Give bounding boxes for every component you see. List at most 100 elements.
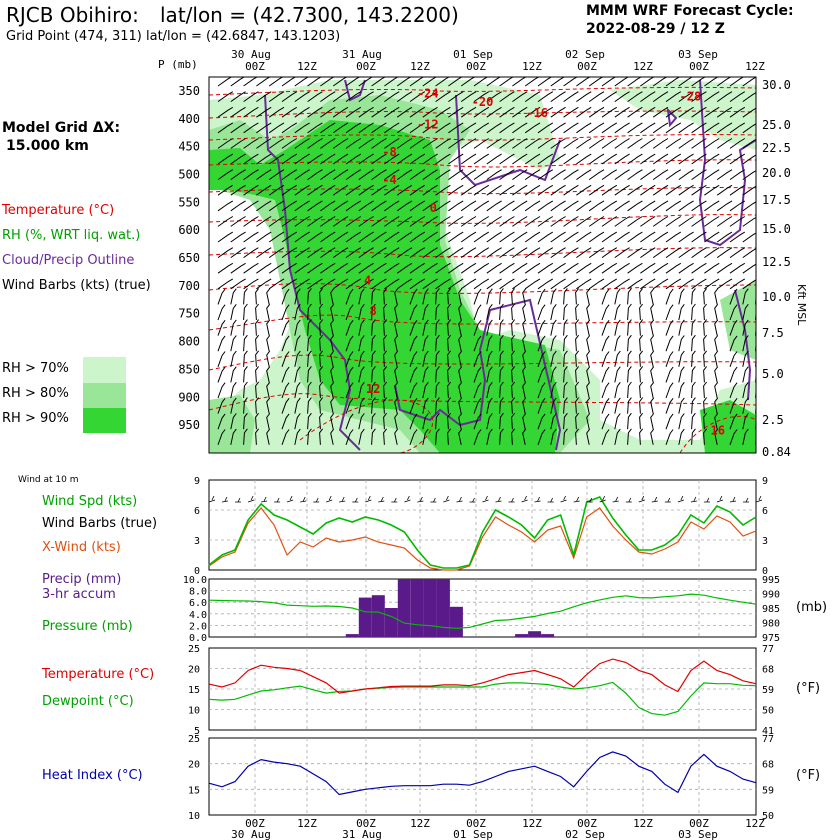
wind-barb xyxy=(499,381,504,399)
wind-barb xyxy=(563,200,579,212)
heat-ytick-c: 20 xyxy=(188,760,200,771)
wind-barb xyxy=(396,216,413,227)
wind-barb xyxy=(307,319,312,336)
wind-barb xyxy=(486,335,493,352)
wind-barb xyxy=(358,262,374,274)
pressure-ytick: 995 xyxy=(762,575,780,586)
wind-barb xyxy=(281,231,298,243)
wind-barb xyxy=(678,350,685,367)
wind-barb xyxy=(524,262,541,274)
wind-barb xyxy=(256,200,272,212)
wind-barb xyxy=(447,334,451,352)
wind-barb xyxy=(499,122,515,134)
wind-barb xyxy=(563,278,579,290)
wind-barb xyxy=(563,319,568,336)
wind-barb xyxy=(704,169,720,181)
wind-barb xyxy=(665,351,674,367)
wind-barb xyxy=(665,288,674,305)
wind-barb xyxy=(345,216,362,227)
wind-barb xyxy=(345,304,354,321)
wind-barb xyxy=(268,106,285,118)
wind-barb xyxy=(704,138,720,149)
wind-barb xyxy=(755,163,756,165)
time-height-panel: -24 -20 -16 -12 -8 -4 0 4 8 12 16 -28 350 400 450 500 5… xyxy=(178,76,791,459)
wind-barb xyxy=(256,247,272,259)
wind-barb xyxy=(586,335,591,352)
top-date-label: 02 Sep xyxy=(565,48,605,61)
wind-barb xyxy=(460,200,477,212)
wind-barb xyxy=(614,288,621,305)
wind-barb xyxy=(714,397,719,414)
wind-barb xyxy=(371,216,387,227)
wind-barb xyxy=(256,184,272,196)
legend-temp2: Temperature (°C) xyxy=(42,667,155,682)
precip-ytick: 6.0 xyxy=(189,598,207,609)
wind-barb xyxy=(639,303,643,321)
wind-barb xyxy=(678,200,694,212)
wind-barb xyxy=(409,106,426,118)
wind-barb xyxy=(511,303,515,321)
wind-barb xyxy=(447,288,451,305)
wind-barb xyxy=(358,278,374,290)
temperature-contour-label: -16 xyxy=(526,106,548,120)
wind-barb xyxy=(384,91,400,103)
surface-wind-barb xyxy=(599,495,606,503)
wind-barb xyxy=(230,247,246,259)
pressure-level-label: 650 xyxy=(178,251,200,265)
wind-barb xyxy=(601,320,610,336)
wind-barb xyxy=(230,288,237,305)
wind-barb xyxy=(422,288,429,305)
wind-barb xyxy=(383,397,387,414)
wind-barb xyxy=(230,169,246,181)
wind-barb xyxy=(435,247,451,259)
wind-barb xyxy=(576,153,592,165)
wind-barb xyxy=(435,138,451,149)
wind-barb xyxy=(640,153,656,165)
wind-barb xyxy=(217,351,226,367)
wind-barb xyxy=(345,320,354,336)
wind-barb xyxy=(448,200,464,212)
station-latlon: lat/lon = (42.7300, 143.2200) xyxy=(160,3,459,27)
station-title: RJCB Obihiro: xyxy=(6,3,139,27)
wind-barb xyxy=(614,122,630,134)
height-kft-label: 12.5 xyxy=(762,255,791,269)
wind-barb xyxy=(394,304,399,321)
pressure-line xyxy=(208,593,757,629)
wind-barb xyxy=(256,153,272,165)
wind-barb xyxy=(601,184,618,196)
wind-barb xyxy=(307,381,312,399)
wind-barb xyxy=(627,262,643,274)
surface-wind-barb xyxy=(729,496,737,503)
precip-ytick: 0.0 xyxy=(189,633,207,644)
wind-barb xyxy=(409,335,418,352)
wind-barb xyxy=(396,169,413,181)
surface-wind-barb xyxy=(261,496,268,503)
wind-barb xyxy=(371,247,387,259)
wind-barb xyxy=(217,200,234,212)
wind-barb xyxy=(473,231,490,243)
wind-barb xyxy=(486,153,502,165)
wind-barb xyxy=(409,169,426,181)
wind-barb xyxy=(230,397,237,414)
wind-barb xyxy=(243,303,248,321)
wind-barb xyxy=(458,366,463,383)
wind-barb xyxy=(575,319,579,336)
wind-barb xyxy=(691,200,707,212)
wind-barb xyxy=(614,319,621,336)
top-date-labels: 30 Aug 31 Aug 01 Sep 02 Sep 03 Sep xyxy=(231,48,718,61)
wind-barb xyxy=(435,381,440,399)
wind-barb xyxy=(243,288,248,305)
wind-barb xyxy=(266,413,271,430)
wind-barb xyxy=(563,91,579,103)
wind-barb xyxy=(575,397,579,414)
height-kft-labels: 30.0 25.0 22.5 20.0 17.5 15.0 12.5 10.0 7.5 5.0 2.… xyxy=(762,78,791,459)
wind-barb xyxy=(243,184,259,196)
wind-barb xyxy=(409,138,426,149)
wind-barb xyxy=(422,335,429,352)
wind-barb xyxy=(422,106,438,118)
surface-wind-barb xyxy=(339,496,346,503)
wind-barb xyxy=(588,122,605,134)
wind-barb xyxy=(486,138,502,149)
wind-barb xyxy=(394,366,399,383)
